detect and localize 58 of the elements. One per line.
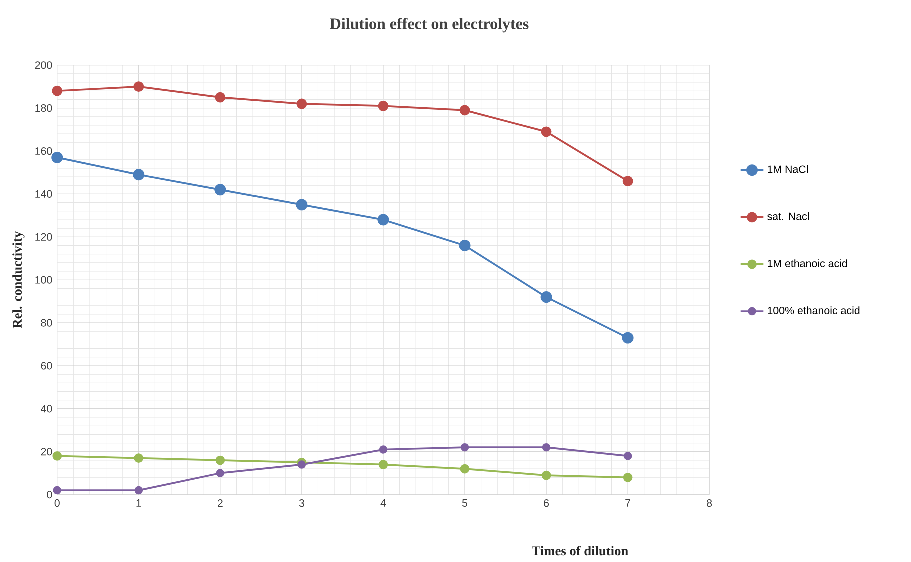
point <box>378 214 390 226</box>
x-tick-label: 5 <box>462 500 468 508</box>
x-axis-title: Times of dilution <box>532 546 628 556</box>
point <box>298 460 306 470</box>
point <box>623 473 633 483</box>
y-tick-label: 20 <box>41 448 52 456</box>
point <box>215 92 226 104</box>
x-tick-label: 8 <box>707 500 712 508</box>
point <box>134 486 144 495</box>
point <box>216 469 225 478</box>
y-tick-label: 200 <box>35 62 52 70</box>
point <box>624 452 632 461</box>
x-tick-label: 0 <box>54 500 60 508</box>
point <box>296 199 308 211</box>
point <box>134 82 144 92</box>
x-tick-label: 6 <box>544 500 550 508</box>
point <box>296 99 308 110</box>
point <box>52 86 63 97</box>
x-tick-label: 4 <box>380 500 386 508</box>
y-tick-label: 40 <box>41 405 52 413</box>
y-tick-label: 120 <box>36 234 52 242</box>
point <box>460 444 470 452</box>
point <box>460 464 470 474</box>
point <box>541 126 552 138</box>
point <box>133 169 145 181</box>
legend-label: 1M ethanoic acid <box>768 260 848 268</box>
x-tick-label: 1 <box>136 500 142 508</box>
chart-title: Dilution effect on electrolytes <box>330 18 529 33</box>
legend-label: 100% ethanoic acid <box>768 306 860 315</box>
point <box>134 454 144 464</box>
point <box>459 240 471 252</box>
x-tick-label: 3 <box>299 500 304 508</box>
x-tick-label: 7 <box>626 500 630 508</box>
y-axis-title: Rel. conductivity <box>12 232 25 329</box>
y-tick-label: 80 <box>41 320 52 328</box>
point <box>214 184 226 196</box>
point <box>542 471 552 480</box>
x-tick-label: 2 <box>218 500 223 508</box>
y-tick-label: 140 <box>36 190 52 198</box>
point <box>52 152 64 164</box>
point <box>52 452 62 462</box>
point <box>216 456 226 466</box>
y-tick-label: 160 <box>36 148 52 156</box>
point <box>622 332 634 344</box>
point <box>622 176 634 187</box>
point <box>379 446 388 454</box>
point <box>378 101 389 112</box>
point <box>540 292 552 304</box>
point <box>460 105 470 116</box>
legend-label: 1M NaCl <box>768 166 808 174</box>
y-tick-label: 0 <box>47 491 52 499</box>
y-tick-label: 60 <box>41 362 52 370</box>
point <box>53 486 62 495</box>
point <box>542 444 551 452</box>
point <box>378 460 388 470</box>
y-tick-label: 180 <box>36 104 52 112</box>
y-tick-label: 100 <box>36 276 52 284</box>
legend-label: sat. Nacl <box>768 212 810 221</box>
